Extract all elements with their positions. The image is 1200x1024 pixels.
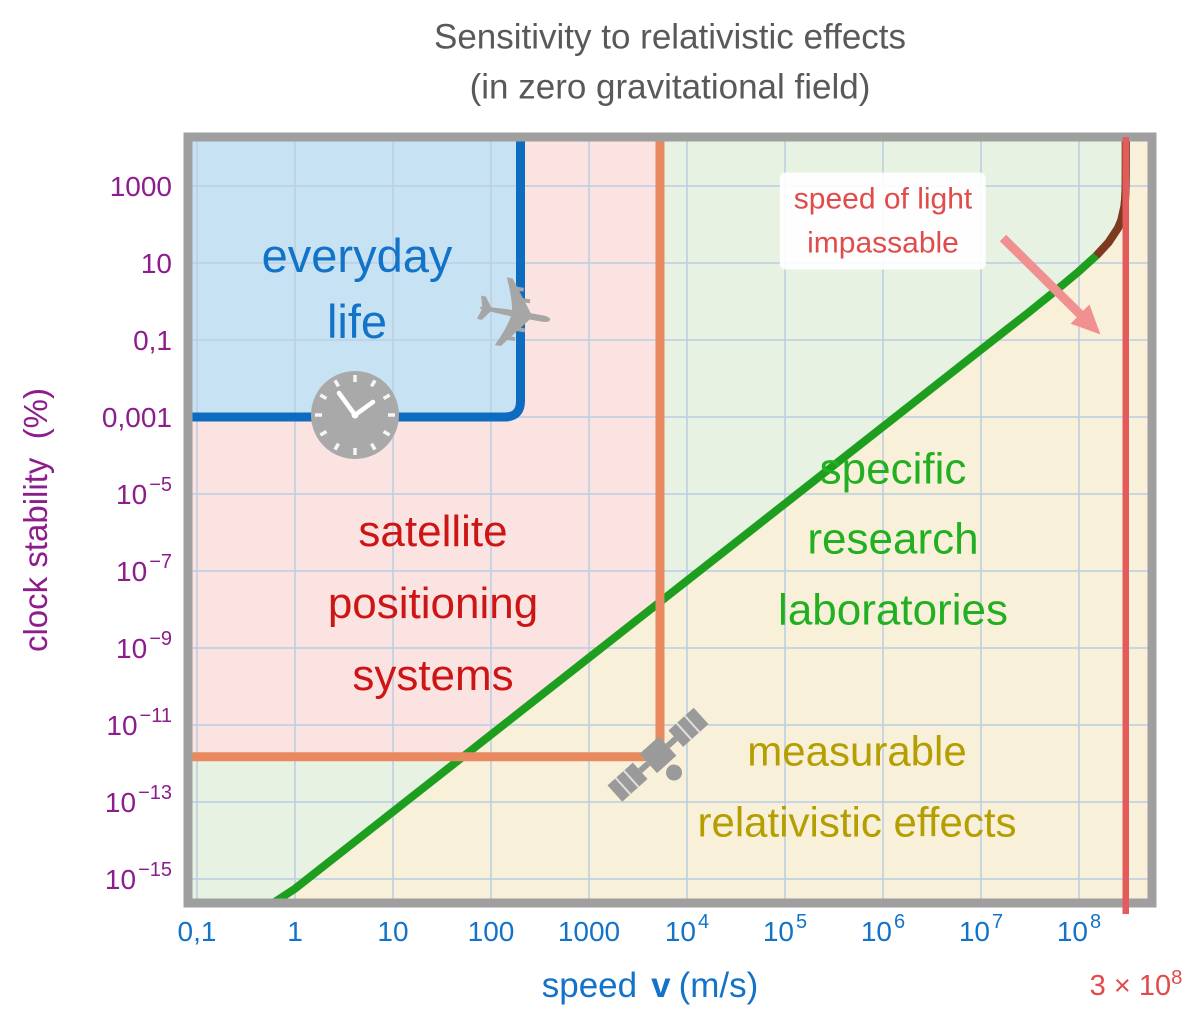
y-tick-label: 1000 <box>110 171 172 202</box>
y-tick-label: 10 −11 <box>106 705 172 741</box>
airplane-icon: ✈ <box>463 254 565 379</box>
y-tick-label: 0,001 <box>102 402 172 433</box>
y-tick-label: 10 −15 <box>105 859 172 895</box>
clock-tick <box>382 393 391 401</box>
x-tick-label: 0,1 <box>178 916 217 947</box>
panel-stripe <box>675 722 693 741</box>
x-axis-label: speed v (m/s) <box>542 966 759 1006</box>
satellite-line3: systems <box>352 651 514 701</box>
clock-tick <box>319 393 328 401</box>
satellite-panel-right <box>668 707 709 747</box>
satellite-line2: positioning <box>327 578 539 628</box>
panel-stripe <box>684 715 701 733</box>
research-line2: research <box>807 514 979 564</box>
research-line3: laboratories <box>778 585 1008 635</box>
x-tick-label: 10 6 <box>861 911 905 947</box>
region-label-satellite-positioning: satellite positioning systems <box>328 496 538 712</box>
y-tick-label: 10 −5 <box>116 474 172 510</box>
x-tick-label: 10 7 <box>959 911 1003 947</box>
clock-tick <box>382 429 391 437</box>
y-tick-label: 10 −13 <box>105 782 172 818</box>
everyday-line2: life <box>326 295 388 348</box>
clock-center-dot <box>351 411 359 419</box>
clock-icon <box>311 371 399 459</box>
region-label-research-laboratories: specific research laboratories <box>778 434 1008 645</box>
clock-tick <box>369 379 377 388</box>
light-value-exponent: 8 <box>1171 967 1183 990</box>
satellite-body <box>639 736 677 774</box>
clock-tick <box>333 442 341 451</box>
clock-hour-hand <box>352 399 376 418</box>
clock-tick <box>369 442 377 451</box>
chart-title: Sensitivity to relativistic effects (in … <box>434 12 906 111</box>
panel-stripe <box>614 777 632 796</box>
satellite-panel-left <box>607 762 648 802</box>
measurable-line2: relativistic effects <box>697 798 1017 845</box>
x-axis-label-prefix: speed <box>541 966 638 1005</box>
everyday-line1: everyday <box>261 229 453 283</box>
satellite-icon <box>607 707 709 802</box>
satellite-dish <box>666 764 683 781</box>
x-tick-label: 10 4 <box>665 911 709 947</box>
x-tick-label: 100 <box>468 916 515 947</box>
light-value-base: 3 × 10 <box>1089 969 1172 1002</box>
research-line1: specific <box>819 444 967 494</box>
clock-tick <box>319 429 328 437</box>
x-axis-label-suffix: (m/s) <box>678 966 759 1005</box>
annotation-line2: impassable <box>807 226 959 259</box>
y-tick-label: 10 −7 <box>116 551 172 587</box>
satellite-strut-left <box>638 761 651 774</box>
y-tick-label: 10 −9 <box>116 628 172 664</box>
satellite-line1: satellite <box>358 506 508 556</box>
y-tick-label: 10 <box>141 248 172 279</box>
panel-stripe <box>623 769 640 788</box>
y-tick-label: 0,1 <box>133 325 172 356</box>
region-label-everyday-life: everyday life <box>262 223 453 355</box>
x-tick-label: 1 <box>287 916 303 947</box>
chart-title-line2: (in zero gravitational field) <box>469 67 871 106</box>
chart-title-line1: Sensitivity to relativistic effects <box>433 17 907 57</box>
x-axis-label-variable: v <box>651 966 671 1005</box>
everyday-life-boundary-line <box>183 132 526 422</box>
region-measurable-fill <box>273 137 1153 903</box>
speed-of-light-value: 3 × 108 <box>1090 967 1183 1003</box>
region-label-measurable-effects: measurable relativistic effects <box>698 716 1017 857</box>
speed-of-light-annotation: speed of light impassable <box>779 172 987 270</box>
clock-tick <box>333 379 341 388</box>
x-tick-label: 10 <box>377 916 408 947</box>
plot-frame <box>183 132 1157 908</box>
measurable-line1: measurable <box>747 727 967 775</box>
satellite-strut-right <box>665 736 678 749</box>
annotation-line1: speed of light <box>793 182 973 216</box>
x-tick-label: 10 8 <box>1057 911 1101 947</box>
speed-of-light-arrow <box>999 234 1101 335</box>
y-axis-label: clock stability (%) <box>17 387 54 653</box>
clock-minute-hand <box>336 390 358 418</box>
region-everyday-fill <box>188 137 521 417</box>
x-tick-label: 1000 <box>558 916 620 947</box>
x-tick-label: 10 5 <box>763 911 807 947</box>
